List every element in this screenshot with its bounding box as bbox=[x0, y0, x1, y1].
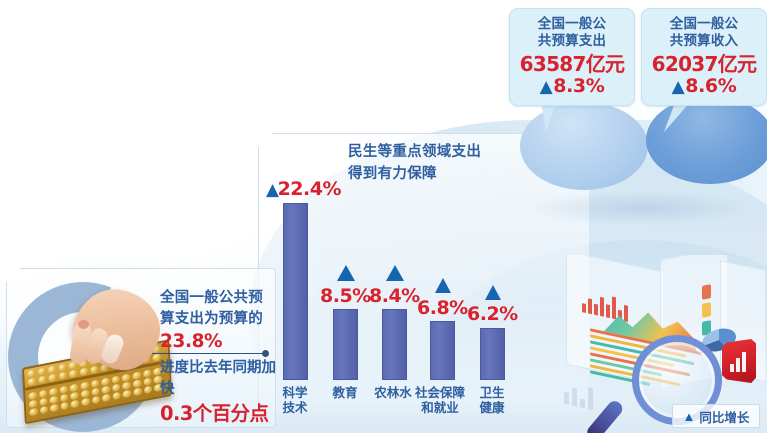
left-stat-speed: 进度比去年同期加快 0.3个百分点 bbox=[160, 358, 278, 428]
left-stat-progress: 全国一般公共预算支出为预算的 23.8% bbox=[160, 288, 272, 355]
up-arrow-icon bbox=[337, 265, 355, 281]
callout-expenditure-title-line2: 共预算支出 bbox=[537, 33, 607, 50]
callout-expenditure-amount: 63587亿元 bbox=[519, 51, 625, 76]
bar-0 bbox=[283, 203, 308, 380]
pie-slice-revenue bbox=[646, 96, 767, 196]
bar-value-3: 6.8% bbox=[417, 297, 468, 319]
callout-expenditure-title-line1: 全国一般公 bbox=[537, 16, 607, 32]
callout-expenditure-growth: ▲8.3% bbox=[514, 74, 630, 97]
callout-revenue-amount: 62037亿元 bbox=[651, 51, 757, 76]
bar-4 bbox=[480, 328, 505, 380]
left-stat-progress-value: 23.8% bbox=[160, 331, 223, 353]
up-arrow-icon: ▲ bbox=[539, 76, 553, 97]
left-panel-divider bbox=[152, 353, 264, 354]
bar-2 bbox=[382, 309, 407, 380]
up-arrow-icon: ▲ bbox=[682, 408, 696, 424]
callout-revenue: 全国一般公 共预算收入 62037亿元 ▲8.6% bbox=[641, 8, 767, 106]
left-stat-speed-text: 进度比去年同期加快 bbox=[160, 360, 276, 397]
callout-expenditure-growth-value: 8.3% bbox=[553, 74, 605, 97]
up-arrow-icon: ▲ bbox=[266, 180, 279, 200]
pie-shadow bbox=[528, 190, 758, 226]
bar-1 bbox=[333, 309, 358, 380]
up-arrow-icon bbox=[485, 285, 501, 300]
callout-revenue-title-line2: 共预算收入 bbox=[669, 33, 739, 50]
up-arrow-icon bbox=[435, 278, 451, 293]
center-note-line2: 得到有力保障 bbox=[348, 165, 437, 182]
callout-revenue-growth: ▲8.6% bbox=[646, 74, 762, 97]
bar-label-2: 农林水 bbox=[374, 385, 412, 400]
legend-label: 同比增长 bbox=[699, 409, 750, 425]
center-note: 民生等重点领域支出 得到有力保障 bbox=[348, 142, 538, 186]
pie-chart bbox=[520, 96, 767, 236]
up-arrow-icon bbox=[386, 265, 404, 281]
bar-value-1: 8.5% bbox=[320, 285, 371, 307]
legend: ▲ 同比增长 bbox=[672, 404, 760, 428]
red-chart-cube-icon bbox=[722, 339, 756, 383]
left-stat-speed-value: 0.3个百分点 bbox=[160, 402, 269, 426]
bar-label-4: 卫生 健康 bbox=[479, 385, 505, 416]
callout-expenditure: 全国一般公 共预算支出 63587亿元 ▲8.3% bbox=[509, 8, 635, 106]
callout-revenue-growth-value: 8.6% bbox=[685, 74, 737, 97]
callout-revenue-title-line1: 全国一般公 bbox=[669, 16, 739, 32]
pie-slice-expenditure-top bbox=[520, 102, 648, 190]
center-note-line1: 民生等重点领域支出 bbox=[348, 144, 482, 160]
pie-slice-revenue-top bbox=[646, 96, 767, 184]
bar-value-4: 6.2% bbox=[467, 303, 518, 325]
up-arrow-icon: ▲ bbox=[671, 76, 685, 97]
pie-slice-expenditure bbox=[520, 102, 648, 194]
bar-label-0: 科学 技术 bbox=[282, 385, 308, 416]
bar-label-3: 社会保障 和就业 bbox=[414, 385, 465, 416]
hand-fingernail bbox=[78, 320, 89, 329]
bar-chart: ▲22.4% 科学 技术 8.5% 教育 8.4% 农林水 6.8% 社会保障 … bbox=[258, 133, 588, 433]
left-panel-divider-dot bbox=[262, 350, 269, 357]
bar-3 bbox=[430, 321, 455, 380]
illustration-small-bars bbox=[564, 382, 593, 411]
chart-panel bbox=[258, 133, 589, 412]
bar-label-1: 教育 bbox=[332, 385, 358, 400]
bar-value-0: ▲22.4% bbox=[266, 178, 342, 200]
bar-value-2: 8.4% bbox=[369, 285, 420, 307]
donut-chart bbox=[8, 280, 173, 432]
left-stat-progress-text: 全国一般公共预算支出为预算的 bbox=[160, 290, 263, 327]
